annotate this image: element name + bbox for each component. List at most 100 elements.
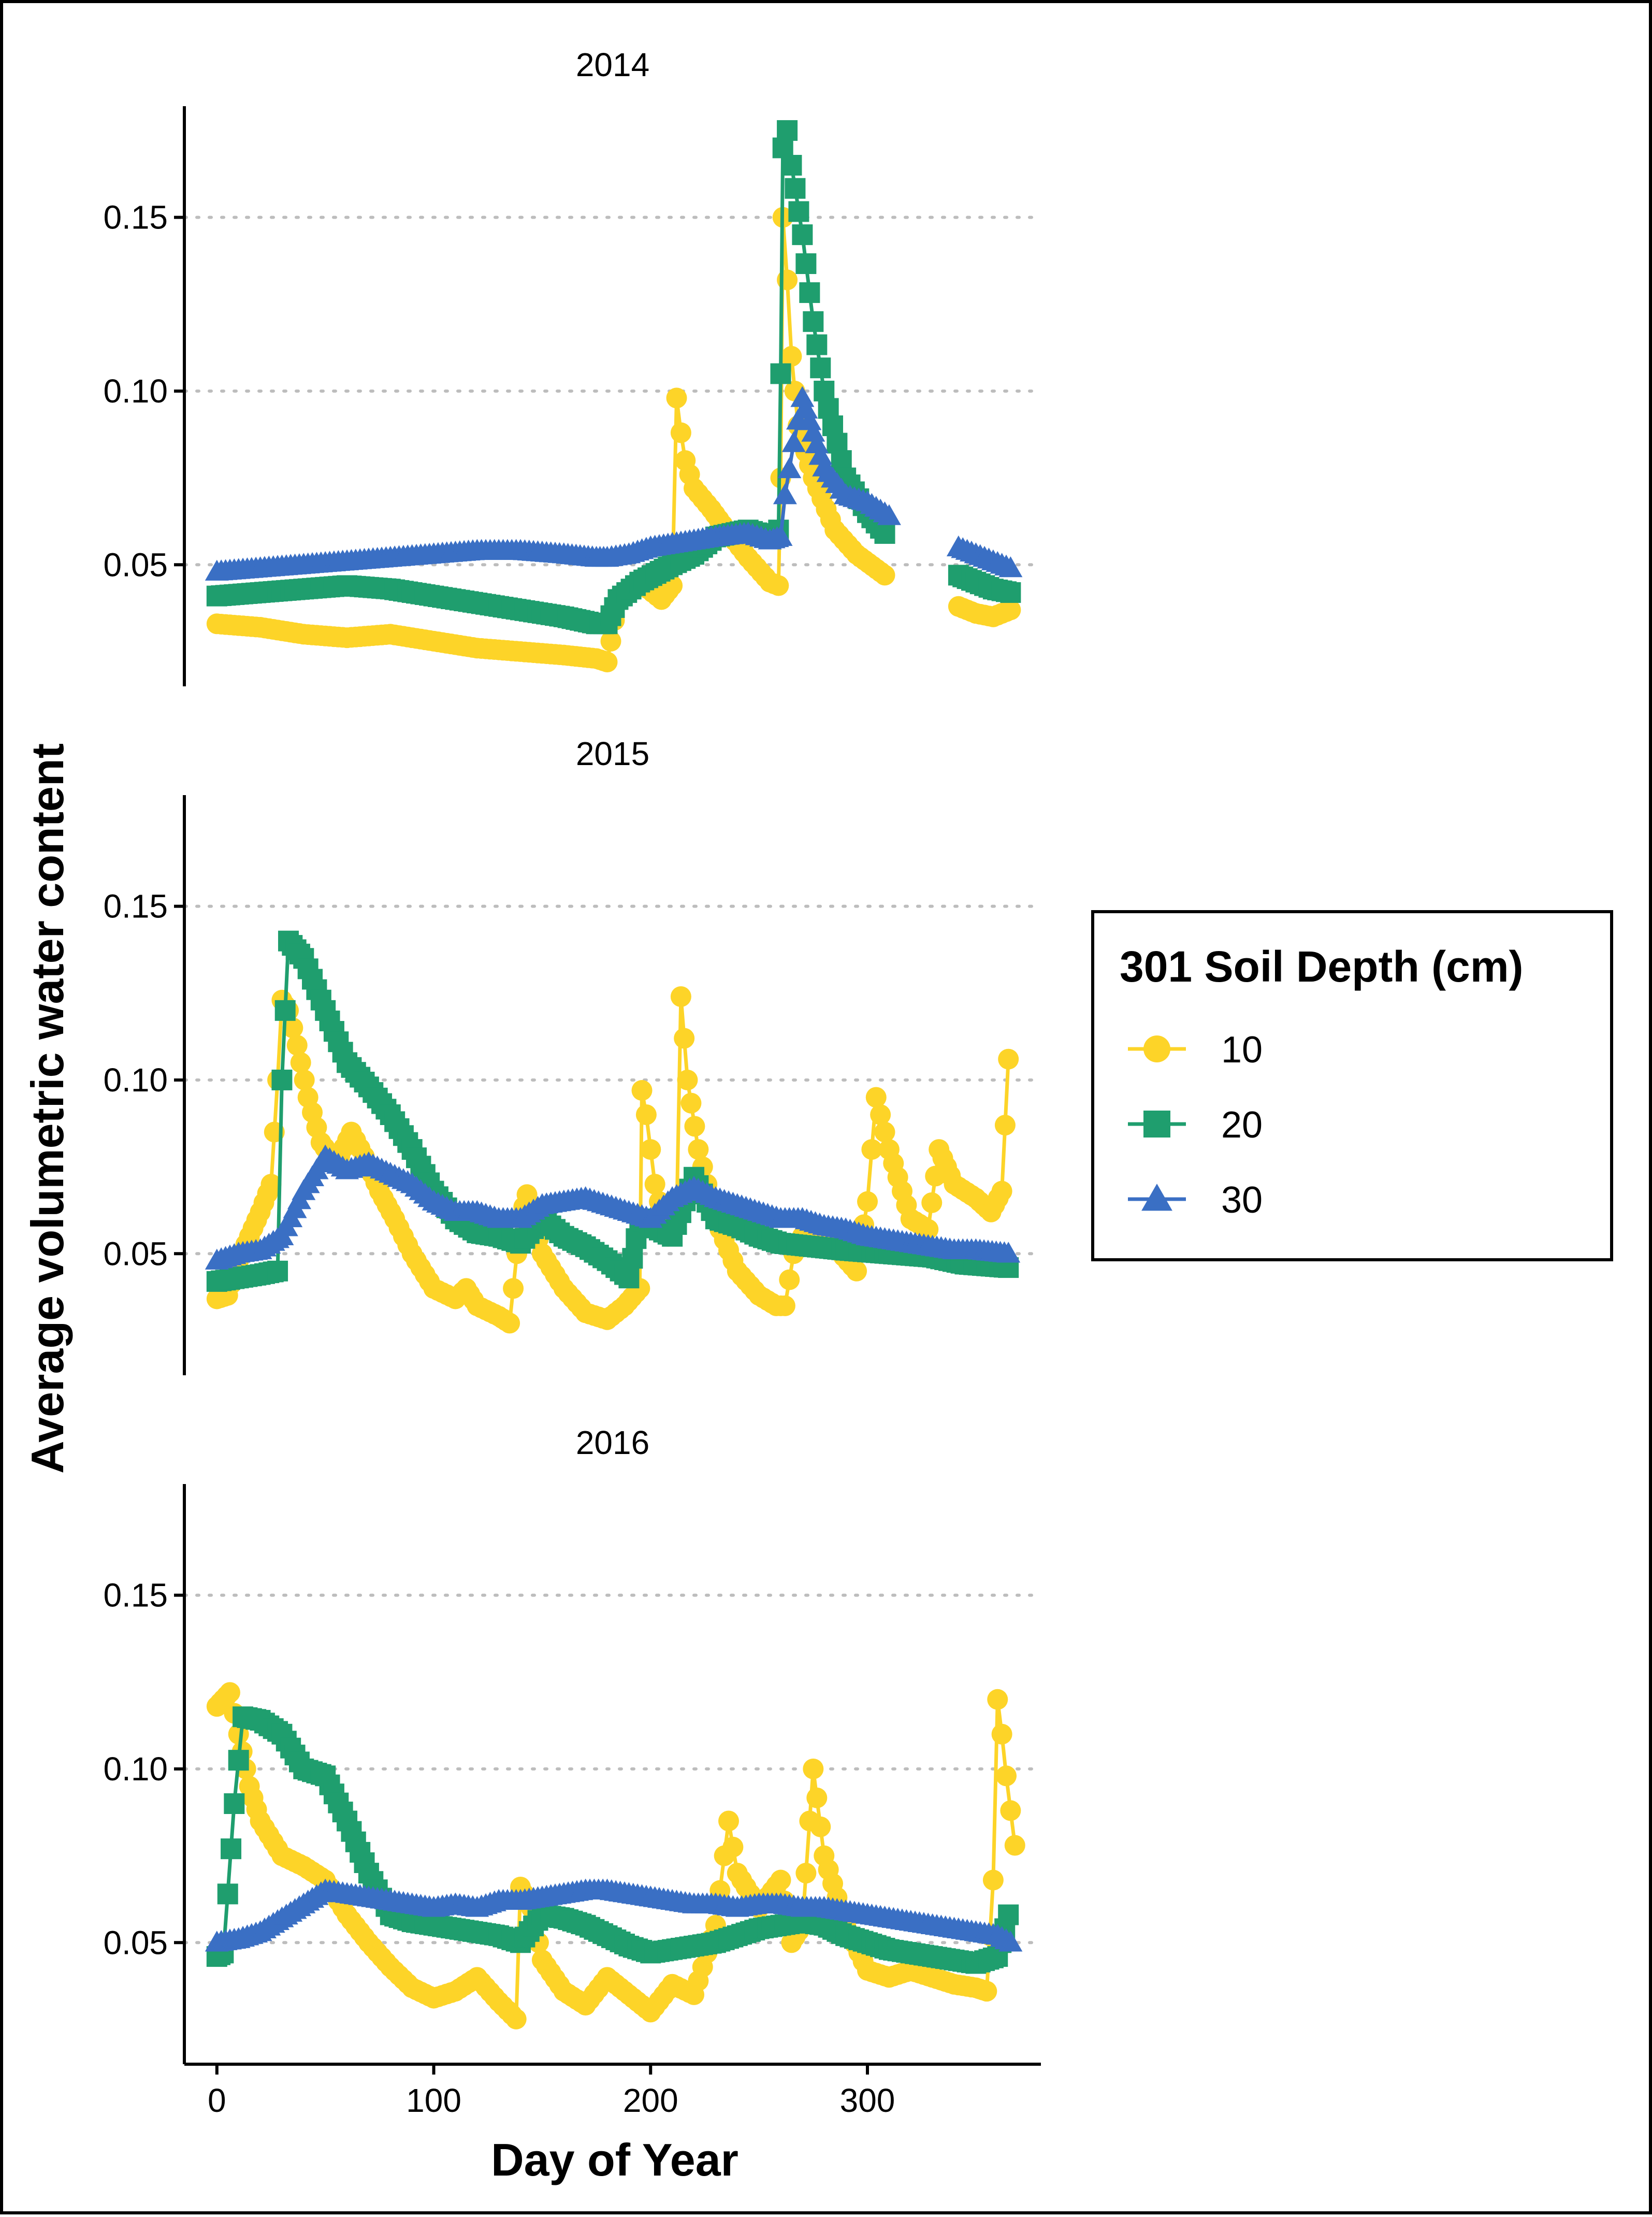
y-tick-label: 0.15	[103, 888, 168, 925]
x-tick-label: 200	[623, 2082, 678, 2119]
data-point	[794, 397, 818, 419]
data-point	[618, 1268, 640, 1289]
data-point	[774, 1295, 795, 1316]
data-point	[228, 1723, 249, 1745]
data-point	[274, 1000, 296, 1021]
data-point	[271, 1069, 293, 1090]
data-point	[290, 1052, 311, 1073]
y-tick-label: 0.05	[103, 546, 168, 583]
data-point	[722, 1836, 744, 1858]
data-point	[772, 137, 793, 159]
data-point	[998, 1904, 1019, 1925]
data-point	[874, 565, 895, 586]
data-point	[921, 1192, 943, 1213]
legend-marker	[1143, 1035, 1170, 1062]
data-point	[597, 652, 618, 673]
data-point	[810, 1816, 831, 1837]
data-point	[221, 1838, 242, 1860]
data-point	[808, 444, 833, 465]
series-30	[205, 386, 1023, 581]
data-point	[674, 1028, 695, 1049]
data-point	[976, 1981, 997, 2002]
legend-entry-30: 30	[1128, 1179, 1263, 1221]
data-point	[228, 1750, 249, 1771]
data-point	[769, 525, 793, 546]
data-point	[996, 1765, 1017, 1787]
data-point	[788, 201, 809, 222]
data-point	[224, 1793, 245, 1815]
data-point	[805, 432, 829, 454]
data-point	[768, 575, 789, 596]
data-point	[803, 311, 824, 332]
legend-title: 301 Soil Depth (cm)	[1120, 942, 1524, 991]
data-point	[644, 1174, 665, 1195]
data-point	[505, 2008, 527, 2029]
y-tick-label: 0.05	[103, 1924, 168, 1961]
data-point	[806, 334, 828, 355]
data-point	[770, 363, 791, 384]
data-point	[792, 224, 813, 246]
data-point	[260, 1174, 282, 1195]
data-point	[865, 1087, 887, 1108]
data-point	[1000, 582, 1021, 603]
data-point	[861, 1139, 882, 1160]
data-point	[600, 630, 621, 652]
data-point	[803, 1758, 824, 1779]
legend: 301 Soil Depth (cm) 10 20 30	[1091, 910, 1613, 1261]
data-point	[991, 1723, 1012, 1745]
data-point	[795, 253, 817, 275]
data-point	[982, 1869, 1004, 1891]
data-point	[217, 1883, 238, 1905]
panel-2014: 2014 0.05 0.10 0.15	[103, 46, 1042, 686]
data-point	[282, 1017, 303, 1039]
data-point	[781, 155, 802, 176]
data-point	[918, 1219, 939, 1240]
data-point	[770, 1869, 791, 1891]
x-tick-label: 300	[840, 2082, 895, 2119]
data-point	[822, 415, 844, 437]
panel-title: 2014	[576, 46, 649, 83]
data-point	[219, 1682, 240, 1703]
y-tick-label: 0.15	[103, 1577, 168, 1614]
data-point	[267, 1260, 288, 1282]
data-point	[631, 1080, 653, 1101]
data-point	[799, 282, 820, 303]
y-tick-label: 0.15	[103, 199, 168, 236]
data-point	[795, 1863, 817, 1884]
data-point	[785, 178, 806, 199]
data-point	[640, 1139, 661, 1160]
legend-box	[1091, 910, 1613, 1261]
data-point	[680, 1092, 702, 1114]
data-point	[684, 1116, 705, 1137]
data-point	[1000, 599, 1021, 621]
data-point	[499, 1313, 520, 1334]
data-point	[779, 1269, 800, 1290]
data-point	[777, 457, 802, 479]
data-point	[294, 1069, 315, 1090]
data-point	[1004, 1835, 1025, 1856]
data-point	[874, 1121, 895, 1143]
data-point	[670, 986, 691, 1007]
series-30	[205, 1144, 1021, 1270]
data-point	[806, 1787, 828, 1808]
data-point	[874, 523, 895, 544]
x-axis-title: Day of Year	[491, 2134, 738, 2185]
data-point	[688, 1139, 709, 1160]
legend-label: 10	[1221, 1029, 1263, 1071]
data-point	[998, 1931, 1023, 1952]
data-point	[801, 421, 825, 442]
data-point	[994, 1115, 1016, 1136]
legend-marker	[1141, 1184, 1172, 1211]
legend-label: 20	[1221, 1104, 1263, 1146]
series-30	[205, 1878, 1023, 1952]
legend-marker	[1143, 1111, 1170, 1138]
y-tick-label: 0.10	[103, 1061, 168, 1099]
panel-2015: 2015 0.05 0.10 0.15	[103, 735, 1042, 1375]
data-point	[846, 1260, 867, 1282]
data-point	[870, 1104, 891, 1126]
data-point	[677, 1069, 698, 1090]
data-point	[818, 398, 839, 419]
data-point	[781, 431, 806, 452]
data-point	[998, 1048, 1019, 1070]
